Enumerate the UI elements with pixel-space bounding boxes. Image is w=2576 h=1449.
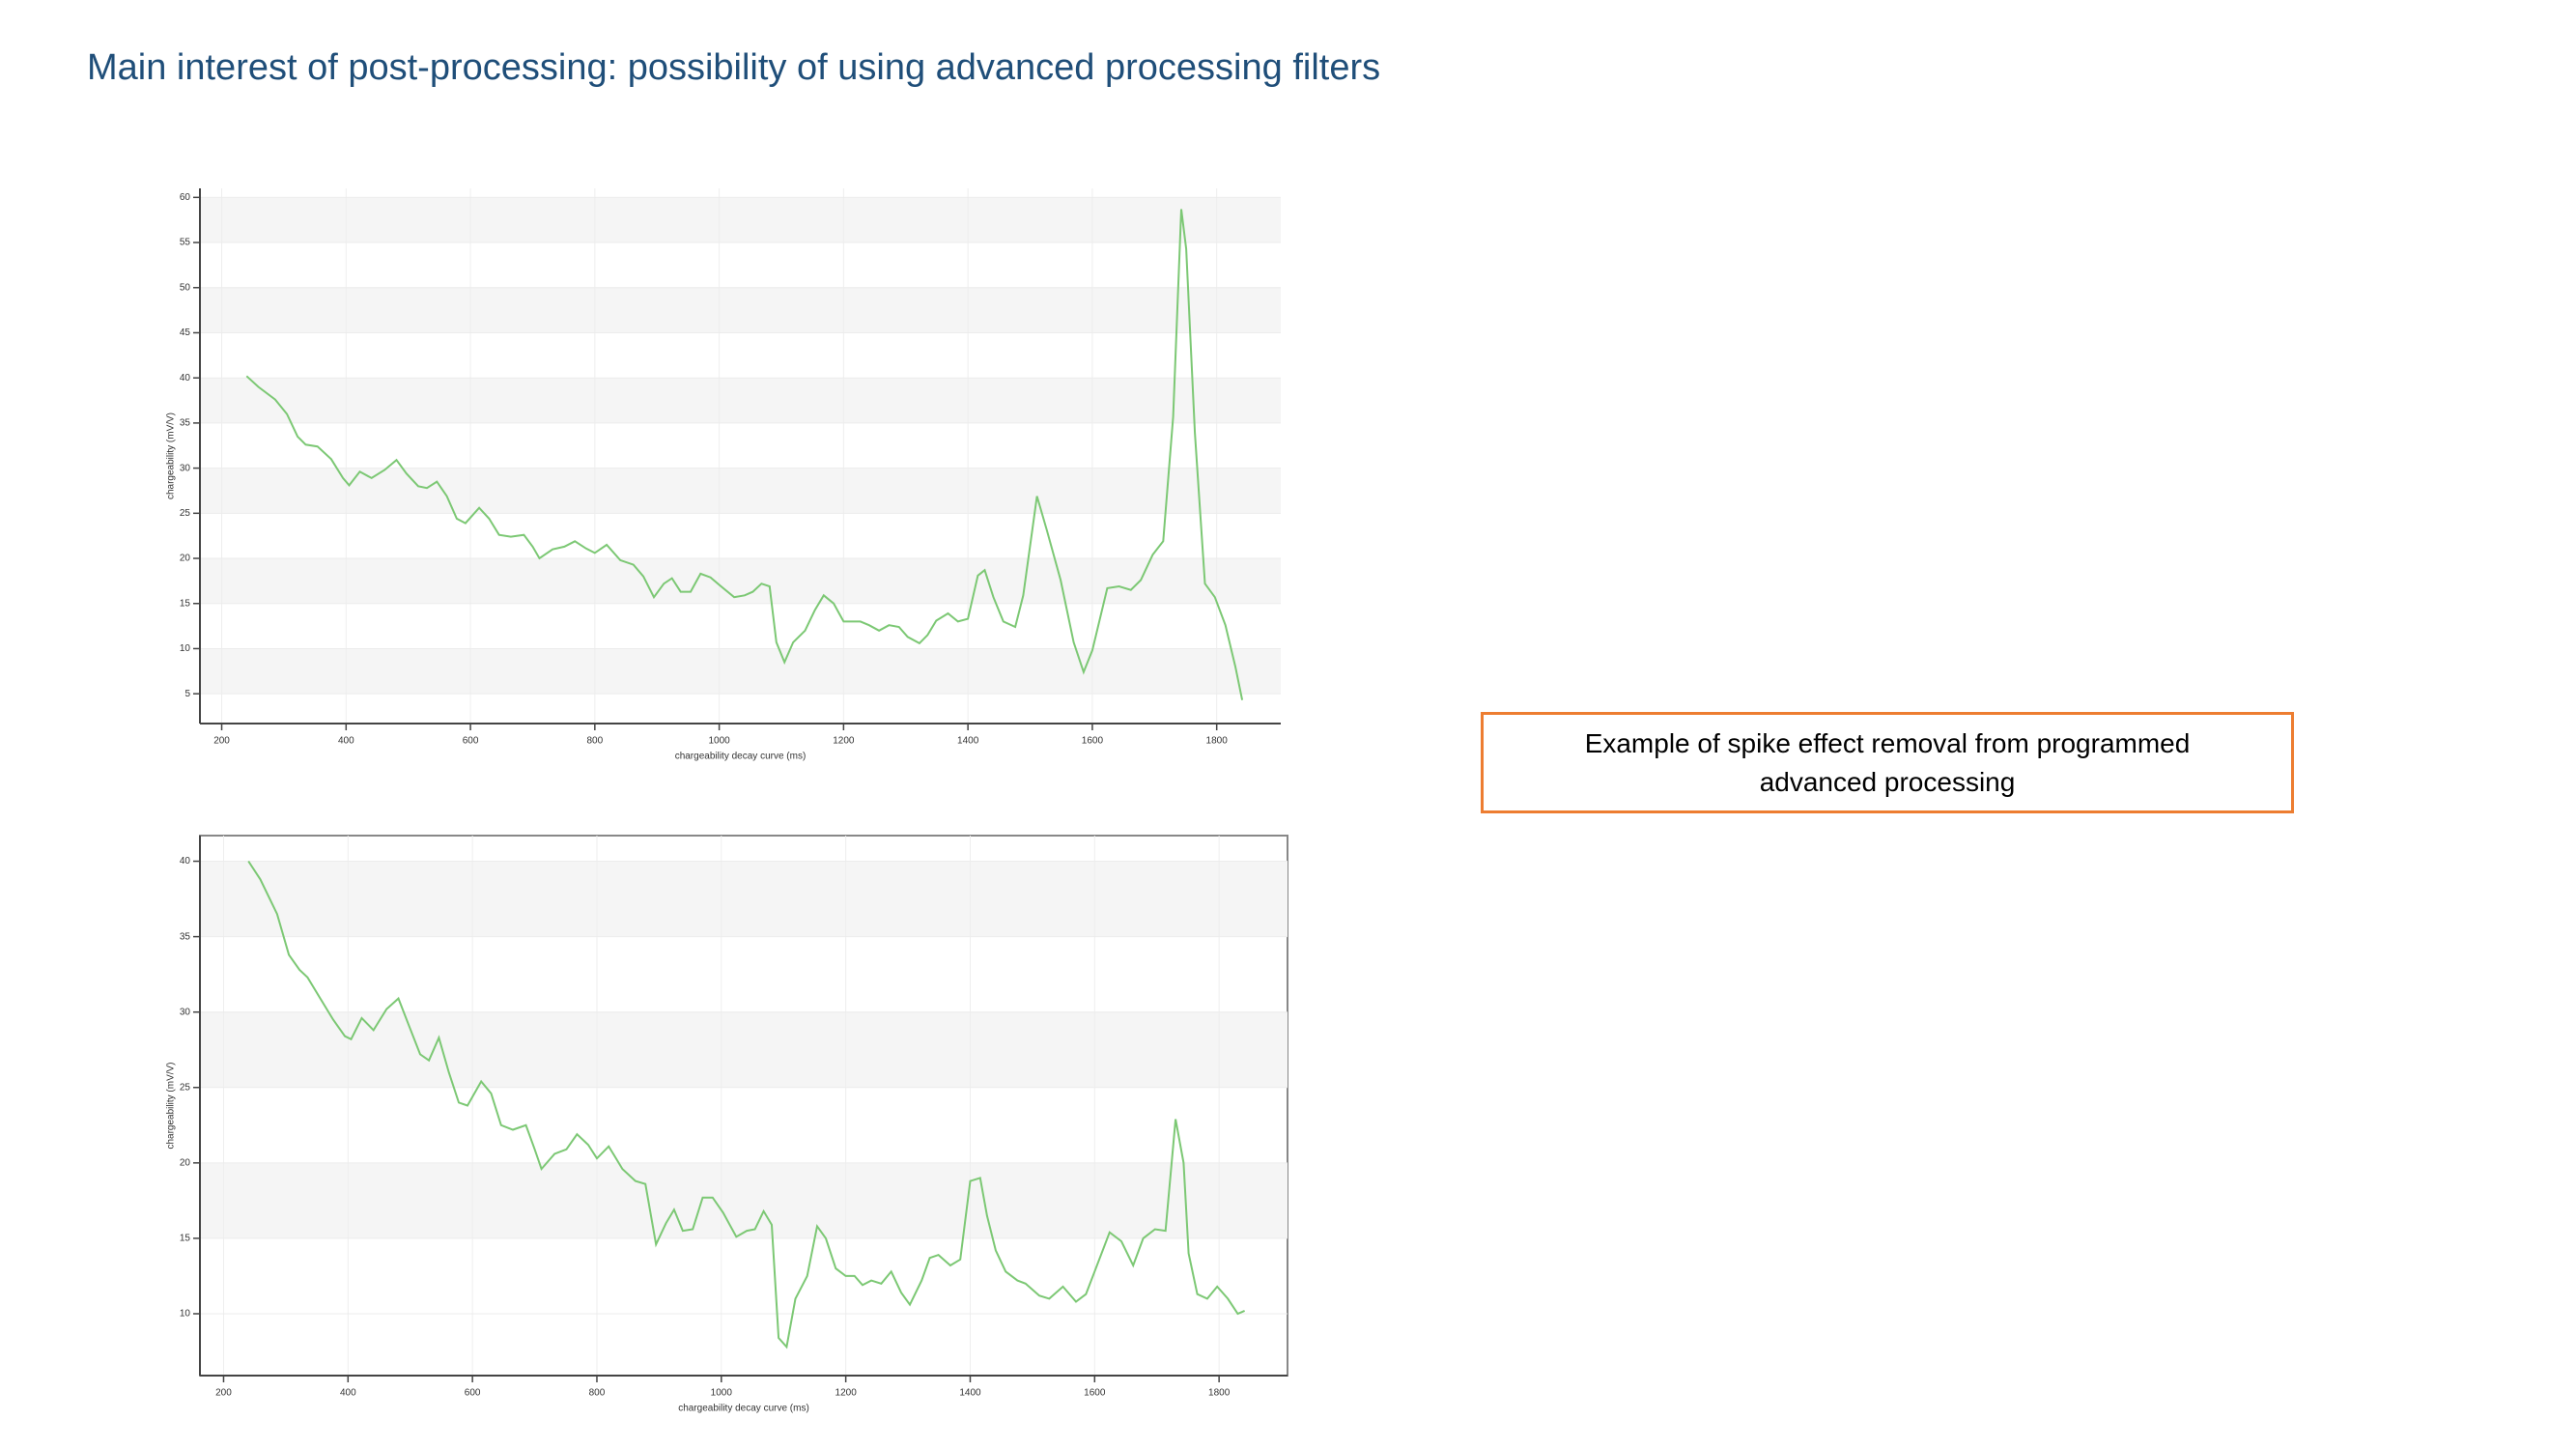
x-tick-label: 1200 [833, 736, 855, 747]
x-tick-label: 200 [213, 736, 230, 747]
x-axis-label: chargeability decay curve (ms) [675, 752, 807, 762]
grid-band [200, 468, 1281, 514]
grid-band [200, 287, 1281, 333]
grid-band [200, 378, 1281, 423]
y-axis-label: chargeability (mV/V) [166, 1062, 177, 1149]
x-tick-label: 400 [340, 1388, 356, 1399]
x-tick-label: 1400 [959, 1388, 981, 1399]
y-tick-label: 10 [180, 1309, 191, 1320]
x-tick-label: 400 [338, 736, 354, 747]
x-tick-label: 600 [463, 736, 479, 747]
annotation-box: Example of spike effect removal from pro… [1481, 712, 2294, 813]
y-tick-label: 5 [184, 689, 190, 699]
y-tick-label: 10 [180, 643, 191, 654]
x-tick-label: 600 [465, 1388, 481, 1399]
y-tick-label: 30 [180, 463, 191, 473]
grid-band [200, 861, 1288, 937]
y-tick-label: 20 [180, 1157, 191, 1168]
y-tick-label: 20 [180, 554, 191, 564]
y-tick-label: 55 [180, 238, 191, 248]
y-tick-label: 30 [180, 1007, 191, 1017]
plot-area [200, 188, 1281, 724]
y-tick-label: 15 [180, 1234, 191, 1244]
grid-band [200, 1162, 1288, 1238]
x-tick-label: 1600 [1082, 736, 1104, 747]
y-tick-label: 35 [180, 931, 191, 942]
grid-band [200, 648, 1281, 695]
x-tick-label: 800 [589, 1388, 606, 1399]
x-tick-label: 1800 [1206, 736, 1229, 747]
x-tick-label: 1400 [957, 736, 979, 747]
annotation: Example of spike effect removal from pro… [1584, 727, 2191, 797]
y-tick-label: 60 [180, 192, 191, 203]
y-tick-label: 25 [180, 1082, 191, 1093]
slide-title: Main interest of post-processing: possib… [87, 47, 1380, 88]
x-tick-label: 1800 [1208, 1388, 1231, 1399]
x-tick-label: 1200 [835, 1388, 858, 1399]
y-tick-label: 35 [180, 418, 191, 429]
y-axis-label: chargeability (mV/V) [166, 412, 177, 499]
y-tick-label: 25 [180, 508, 191, 519]
data-line [247, 860, 1246, 1350]
grid-band [200, 1011, 1288, 1088]
y-tick-label: 40 [180, 856, 191, 867]
x-axis-label: chargeability decay curve (ms) [678, 1404, 809, 1414]
x-tick-label: 800 [586, 736, 603, 747]
x-tick-label: 1600 [1084, 1388, 1106, 1399]
x-tick-label: 200 [215, 1388, 232, 1399]
y-tick-label: 40 [180, 373, 191, 384]
y-tick-label: 50 [180, 282, 191, 293]
data-line [245, 209, 1244, 700]
y-tick-label: 15 [180, 598, 191, 609]
grid-band [200, 197, 1281, 243]
x-tick-label: 1000 [708, 736, 730, 747]
y-tick-label: 45 [180, 327, 191, 338]
x-tick-label: 1000 [711, 1388, 733, 1399]
